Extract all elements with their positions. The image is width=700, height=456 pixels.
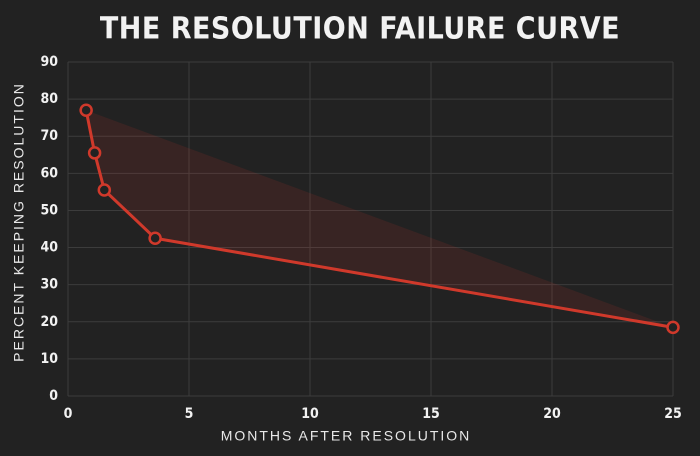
y-tick-label: 80 bbox=[40, 91, 58, 107]
point bbox=[666, 320, 680, 335]
point bbox=[87, 146, 102, 160]
x-tick-label: 5 bbox=[185, 406, 194, 422]
point bbox=[148, 231, 162, 246]
point bbox=[97, 183, 112, 197]
x-tick-label: 20 bbox=[543, 406, 561, 422]
x-axis-title: MONTHS AFTER RESOLUTION bbox=[221, 428, 472, 444]
y-tick-label: 40 bbox=[40, 240, 58, 256]
y-tick-label: 30 bbox=[40, 277, 58, 293]
y-tick-label: 50 bbox=[40, 202, 58, 218]
y-tick-label: 10 bbox=[40, 351, 58, 367]
y-tick-label: 20 bbox=[40, 314, 58, 330]
y-tick-label: 60 bbox=[40, 165, 58, 181]
point bbox=[79, 103, 93, 117]
x-tick-label: 0 bbox=[64, 406, 73, 422]
x-tick-label: 25 bbox=[664, 406, 682, 422]
x-tick-label: 10 bbox=[301, 406, 319, 422]
chart-title: THE RESOLUTION FAILURE CURVE bbox=[100, 12, 620, 47]
area-fill bbox=[86, 110, 673, 328]
x-tick-label: 15 bbox=[422, 406, 440, 422]
y-tick-label: 90 bbox=[40, 54, 58, 70]
y-tick-label: 0 bbox=[49, 388, 58, 404]
y-axis-title: PERCENT KEEPING RESOLUTION bbox=[11, 82, 27, 362]
y-tick-label: 70 bbox=[40, 128, 58, 144]
